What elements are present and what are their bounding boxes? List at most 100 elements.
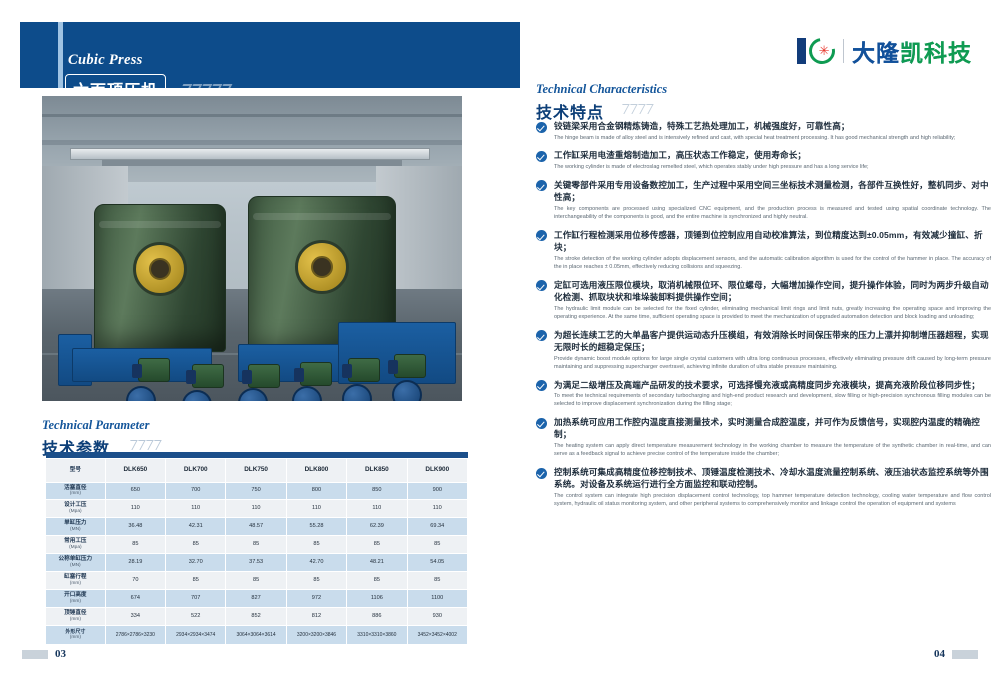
photo-cubic-press-1 — [94, 204, 226, 352]
table-body: 活塞直径 (mm) 650 700 750 800 850 900 设计工压 (Mpa) 110 11… — [45, 481, 469, 646]
feature-text-en: The heating system can apply direct temp… — [554, 443, 991, 458]
photo-motor-unit — [294, 362, 332, 386]
check-circle-icon — [536, 280, 547, 292]
table-row: 常用工压 (Mpa) 85 85 85 85 85 85 — [45, 535, 469, 555]
table-cell: 707 — [165, 589, 227, 609]
feature-item: 关键零部件采用专用设备数控加工，生产过程中采用空间三坐标技术测量检测，各部件互换… — [536, 179, 991, 221]
feature-text-en: The hydraulic limit module can be select… — [554, 305, 991, 320]
table-cell: 3452×3452×4002 — [406, 625, 469, 646]
feature-text-cn: 工作缸采用电渣重熔制造加工，高压状态工作稳定，使用寿命长； — [554, 150, 807, 161]
table-cell: 85 — [346, 535, 408, 555]
check-circle-icon — [536, 330, 547, 342]
feature-body: 铰链梁采用合金钢精炼铸造，特殊工艺热处理加工，机械强度好，可靠性高； The hi… — [554, 120, 991, 142]
logo-bar-shape — [796, 38, 806, 64]
check-circle-icon — [536, 230, 547, 242]
table-header-model: DLK700 — [165, 457, 227, 483]
table-cell: 110 — [225, 499, 287, 519]
table-row-label: 缸塞行程 (mm) — [45, 571, 106, 591]
table-cell: 36.48 — [104, 517, 167, 537]
table-cell: 54.05 — [406, 553, 469, 573]
photo-overhead-crane — [70, 148, 430, 160]
logo-text-green: 凯科技 — [900, 40, 972, 66]
check-circle-icon — [536, 180, 547, 192]
table-row: 活塞直径 (mm) 650 700 750 800 850 900 — [45, 481, 469, 501]
table-cell: 3310×3310×3860 — [346, 625, 408, 646]
table-cell: 48.21 — [346, 553, 408, 573]
check-circle-icon — [536, 467, 547, 479]
table-cell: 62.39 — [346, 517, 408, 537]
feature-body: 工作缸行程检测采用位移传感器，顶锤到位控制应用自动校准算法，到位精度达到±0.0… — [554, 229, 991, 271]
table-head: 型号 DLK650 DLK700 DLK750 DLK800 DLK850 DL… — [45, 452, 469, 483]
table-cell: 1100 — [406, 589, 469, 609]
table-cell: 85 — [225, 571, 287, 591]
press-hub — [133, 242, 187, 297]
feature-text-cn: 控制系统可集成高精度位移控制技术、顶锤温度检测技术、冷却水温度流量控制系统、液压… — [554, 467, 989, 490]
table-cell: 2786×2786×3230 — [104, 625, 167, 646]
photo-motor-unit — [132, 358, 170, 382]
table-cell: 110 — [285, 499, 348, 519]
technical-characteristics-list: 铰链梁采用合金钢精炼铸造，特殊工艺热处理加工，机械强度好，可靠性高； The hi… — [536, 120, 991, 516]
feature-text-cn: 工作缸行程检测采用位移传感器，顶锤到位控制应用自动校准算法，到位精度达到±0.0… — [554, 229, 983, 253]
press-band — [253, 213, 391, 220]
page-marker — [22, 649, 48, 659]
feature-text-cn: 加热系统可应用工作腔内温度直接测量技术，实时测量合成腔温度，并可作为反馈信号，实… — [554, 417, 980, 440]
table-cell: 827 — [225, 589, 287, 609]
photo-crane-rail — [102, 160, 402, 166]
table-row-label: 设计工压 (Mpa) — [45, 499, 106, 519]
check-circle-icon — [536, 121, 547, 133]
table-header-model: DLK850 — [346, 457, 408, 483]
table-cell: 85 — [225, 535, 287, 555]
table-cell: 85 — [406, 571, 469, 591]
table-cell: 3200×3200×3846 — [285, 625, 348, 646]
feature-text-en: The hinge beam is made of alloy steel an… — [554, 134, 956, 141]
table-row-label: 外形尺寸 (mm) — [45, 625, 106, 646]
logo-text-blue: 大隆 — [852, 40, 900, 66]
table-row-label: 常用工压 (Mpa) — [45, 535, 106, 555]
table-cell: 900 — [406, 481, 469, 501]
logo-text: 大隆凯科技 — [852, 34, 972, 68]
table-cell: 85 — [104, 535, 167, 555]
table-cell: 850 — [346, 481, 408, 501]
page-marker — [952, 649, 978, 659]
table-cell: 1106 — [346, 589, 408, 609]
photo-motor-unit — [186, 364, 224, 388]
product-photo — [42, 96, 462, 401]
feature-text-cn: 为满足二级增压及高端产品研发的技术要求，可选择慢充液或高精度同步充液模块，提高充… — [554, 379, 980, 390]
feature-text-cn: 为超长连续工艺的大单晶客户提供运动态升压模组，有效消除长时间保压带来的压力上漂并… — [554, 329, 989, 352]
feature-text-cn: 定缸可选用液压限位模块，取消机械限位环、限位螺母，大幅增加操作空间，提升操作体验… — [554, 279, 989, 302]
feature-body: 加热系统可应用工作腔内温度直接测量技术，实时测量合成腔温度，并可作为反馈信号，实… — [554, 416, 991, 458]
table-cell: 85 — [346, 571, 408, 591]
table-cell: 750 — [225, 481, 287, 501]
feature-item: 控制系统可集成高精度位移控制技术、顶锤温度检测技术、冷却水温度流量控制系统、液压… — [536, 466, 991, 508]
feature-text-en: Provide dynamic boost module options for… — [554, 355, 991, 370]
table-cell: 42.31 — [165, 517, 227, 537]
check-circle-icon — [536, 150, 547, 162]
page-header-band: Cubic Press 六面顶压机 — [20, 22, 520, 105]
feature-text-en: The control system can integrate high pr… — [554, 493, 991, 508]
table-cell: 334 — [104, 607, 167, 627]
feature-body: 为满足二级增压及高端产品研发的技术要求，可选择慢充液或高精度同步充液模块，提高充… — [554, 379, 991, 409]
footer-left: 03 — [22, 648, 66, 660]
table-cell: 522 — [165, 607, 227, 627]
table-cell: 69.34 — [406, 517, 469, 537]
logo-ring-shape: ✳ — [803, 32, 840, 70]
technical-characteristics-heading: Technical Characteristics 技术特点 — [536, 82, 667, 123]
check-circle-icon — [536, 417, 547, 429]
feature-text-en: The working cylinder is made of electros… — [554, 164, 869, 171]
feature-text-en: To meet the technical requirements of se… — [554, 393, 991, 408]
table-row: 缸塞行程 (mm) 70 85 85 85 85 85 — [45, 571, 469, 591]
feature-body: 定缸可选用液压限位模块，取消机械限位环、限位螺母，大幅增加操作空间，提升操作体验… — [554, 279, 991, 321]
chevron-right-icon — [125, 440, 162, 450]
photo-pump-drum — [392, 380, 422, 401]
table-cell: 972 — [285, 589, 348, 609]
photo-motor-unit — [242, 364, 280, 388]
table-header-row: 型号 DLK650 DLK700 DLK750 DLK800 DLK850 DL… — [45, 457, 469, 483]
table-cell: 930 — [406, 607, 469, 627]
table-row-label: 开口高度 (mm) — [45, 589, 106, 609]
table-cell: 110 — [346, 499, 408, 519]
company-logo: ✳ 大隆凯科技 — [796, 32, 973, 70]
table-row: 顶锤直径 (mm) 334 522 852 812 886 930 — [45, 607, 469, 627]
press-hub — [295, 239, 349, 294]
table-row: 设计工压 (Mpa) 110 110 110 110 110 110 — [45, 499, 469, 519]
table-row: 公称单缸压力 (MN) 28.19 32.70 37.53 42.70 48.21 54.05 — [45, 553, 469, 573]
